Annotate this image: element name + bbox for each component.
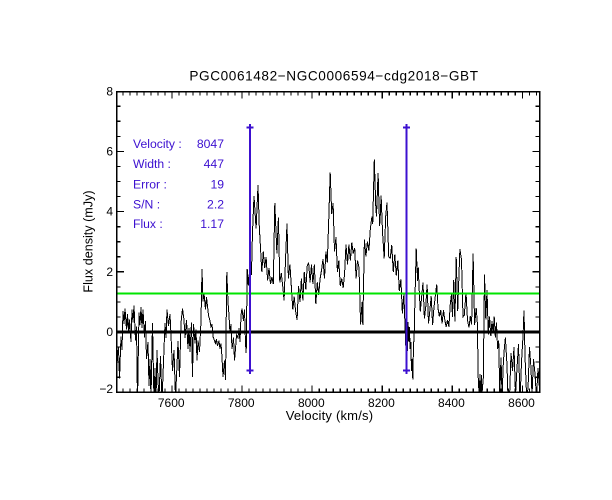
svg-text:S/N :: S/N : <box>133 198 160 212</box>
svg-text:Velocity :: Velocity : <box>133 137 182 151</box>
svg-text:−2: −2 <box>99 382 113 396</box>
svg-text:2.2: 2.2 <box>207 198 224 212</box>
svg-text:8600: 8600 <box>508 396 535 410</box>
svg-text:Error :: Error : <box>133 178 167 192</box>
svg-text:0: 0 <box>106 325 113 339</box>
svg-text:8200: 8200 <box>368 396 395 410</box>
svg-text:7600: 7600 <box>158 396 185 410</box>
svg-text:Velocity (km/s): Velocity (km/s) <box>286 408 374 423</box>
svg-text:PGC0061482−NGC0006594−cdg2018−: PGC0061482−NGC0006594−cdg2018−GBT <box>189 69 478 84</box>
svg-text:8: 8 <box>106 84 113 98</box>
svg-text:8000: 8000 <box>298 396 325 410</box>
svg-text:Width :: Width : <box>133 157 171 171</box>
svg-text:7800: 7800 <box>228 396 255 410</box>
svg-text:4: 4 <box>106 205 113 219</box>
svg-text:6: 6 <box>106 145 113 159</box>
svg-text:1.17: 1.17 <box>200 217 224 231</box>
svg-text:19: 19 <box>210 178 224 192</box>
svg-text:8400: 8400 <box>438 396 465 410</box>
svg-text:Flux density (mJy): Flux density (mJy) <box>82 190 96 292</box>
svg-text:2: 2 <box>106 265 113 279</box>
svg-text:447: 447 <box>204 157 225 171</box>
svg-text:8047: 8047 <box>197 137 224 151</box>
svg-text:Flux :: Flux : <box>133 217 163 231</box>
